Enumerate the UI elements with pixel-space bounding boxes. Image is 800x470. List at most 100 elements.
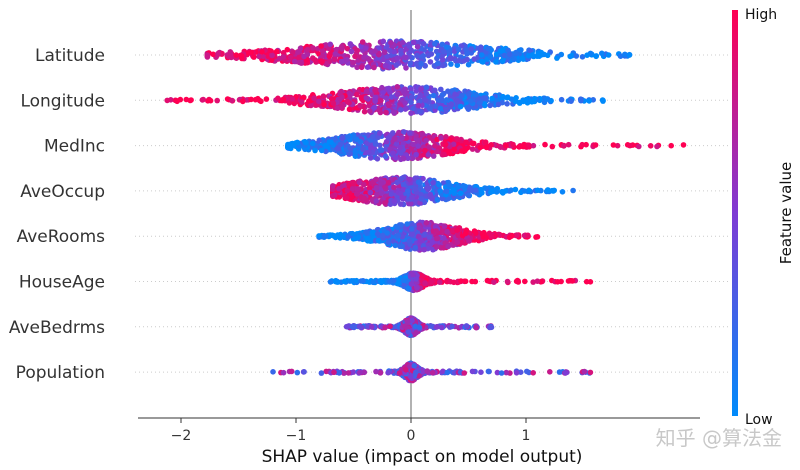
point [396, 129, 402, 136]
point [509, 232, 515, 239]
point [408, 145, 415, 152]
point [413, 151, 419, 158]
point [374, 156, 381, 162]
point [429, 195, 435, 202]
point [418, 60, 425, 67]
point [382, 62, 389, 69]
point [434, 60, 441, 67]
point [413, 61, 420, 67]
point [372, 87, 378, 94]
point [333, 46, 340, 53]
point [332, 51, 339, 57]
point [584, 52, 590, 58]
point [367, 189, 374, 196]
point [443, 188, 450, 195]
point [408, 86, 414, 93]
point [387, 323, 393, 330]
point [321, 101, 327, 108]
point [312, 147, 318, 154]
point [373, 176, 379, 183]
point [592, 142, 599, 148]
point [473, 230, 479, 236]
point [530, 142, 537, 149]
point [510, 141, 516, 148]
point [354, 191, 360, 197]
point [440, 62, 446, 69]
point [471, 56, 478, 62]
point [472, 278, 479, 285]
point [426, 144, 432, 150]
point [454, 239, 461, 246]
point [438, 324, 445, 331]
point [353, 277, 360, 284]
point [583, 141, 589, 148]
point [393, 62, 400, 68]
point [530, 279, 536, 285]
point [326, 139, 333, 145]
point [478, 52, 485, 58]
point [416, 225, 423, 231]
point [668, 142, 674, 149]
point [517, 369, 524, 376]
point [558, 51, 565, 58]
point [346, 106, 353, 113]
point [370, 229, 376, 236]
point [385, 239, 392, 246]
point [418, 191, 425, 198]
point [434, 197, 441, 203]
point [367, 155, 374, 161]
point [214, 97, 220, 104]
point [341, 278, 348, 285]
point [586, 98, 592, 104]
point [504, 101, 510, 107]
point [328, 96, 335, 102]
point [515, 279, 522, 285]
point [374, 231, 381, 237]
point [312, 57, 319, 63]
point [428, 51, 435, 57]
point [280, 369, 287, 376]
point [269, 52, 275, 59]
point [440, 368, 446, 375]
point [433, 228, 440, 234]
point [348, 48, 355, 55]
point [579, 141, 585, 148]
point [412, 244, 419, 251]
point [284, 46, 291, 53]
point [387, 278, 393, 285]
point [382, 200, 388, 206]
point [397, 144, 403, 151]
point [394, 179, 400, 186]
point [565, 141, 572, 148]
point [390, 130, 396, 136]
point [444, 228, 450, 235]
point [447, 54, 454, 61]
point [465, 91, 472, 97]
point [383, 95, 390, 101]
point [319, 53, 326, 59]
point [200, 96, 206, 103]
point [379, 147, 385, 153]
point [318, 147, 325, 154]
point [427, 59, 434, 65]
point [380, 89, 386, 96]
point [450, 227, 456, 234]
point [387, 89, 393, 96]
point [397, 150, 404, 156]
point [339, 46, 345, 52]
point [525, 53, 532, 59]
point [233, 52, 239, 58]
point [494, 369, 501, 376]
point [465, 61, 472, 68]
point [473, 91, 480, 98]
point [352, 53, 358, 60]
point [488, 324, 495, 331]
point [504, 278, 511, 285]
point [413, 133, 419, 139]
point [373, 198, 380, 204]
point [395, 277, 402, 284]
point [430, 153, 437, 159]
point [482, 95, 489, 101]
point [392, 242, 399, 249]
point [503, 369, 510, 376]
